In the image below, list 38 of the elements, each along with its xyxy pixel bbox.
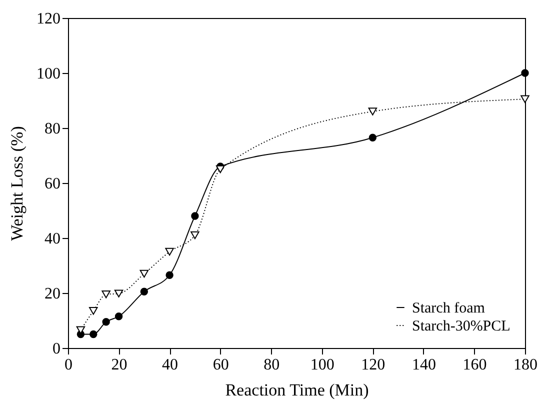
point <box>368 108 378 116</box>
x-tick-label: 180 <box>514 356 538 374</box>
x-tick-label: 80 <box>264 356 280 374</box>
point <box>114 290 124 298</box>
y-tick-label: 40 <box>44 230 60 248</box>
point <box>191 212 199 220</box>
y-tick-label: 60 <box>44 176 60 192</box>
point <box>520 95 530 103</box>
x-tick-label: 0 <box>64 356 72 374</box>
x-tick-label: 20 <box>111 356 128 374</box>
point <box>166 271 174 279</box>
point <box>102 290 110 298</box>
point <box>90 330 98 338</box>
point <box>368 134 377 142</box>
x-tick-label: 40 <box>162 356 178 374</box>
point <box>190 231 200 240</box>
point <box>89 307 98 315</box>
point <box>140 270 149 278</box>
legend-label: Starch-30%PCL <box>412 318 510 334</box>
point <box>114 312 123 320</box>
y-axis-title: Weight Loss (%) <box>8 126 26 241</box>
y-tick-label: 100 <box>36 66 60 82</box>
y-tick-label: 80 <box>44 120 60 138</box>
x-axis-title: Reaction Time (Min) <box>225 380 369 400</box>
y-tick-label: 20 <box>44 286 60 302</box>
point <box>140 288 148 296</box>
y-tick-label: 120 <box>36 10 60 28</box>
point <box>521 69 529 77</box>
x-tick-label: 100 <box>310 356 334 374</box>
point <box>165 248 174 256</box>
x-tick-label: 160 <box>462 356 487 374</box>
x-tick-label: 120 <box>361 356 386 374</box>
x-tick-label: 140 <box>412 356 436 374</box>
y-tick-label: 0 <box>52 340 60 358</box>
legend-label: Starch foam <box>412 300 486 316</box>
point <box>102 318 110 326</box>
point <box>216 165 225 174</box>
x-tick-label: 60 <box>212 356 229 374</box>
